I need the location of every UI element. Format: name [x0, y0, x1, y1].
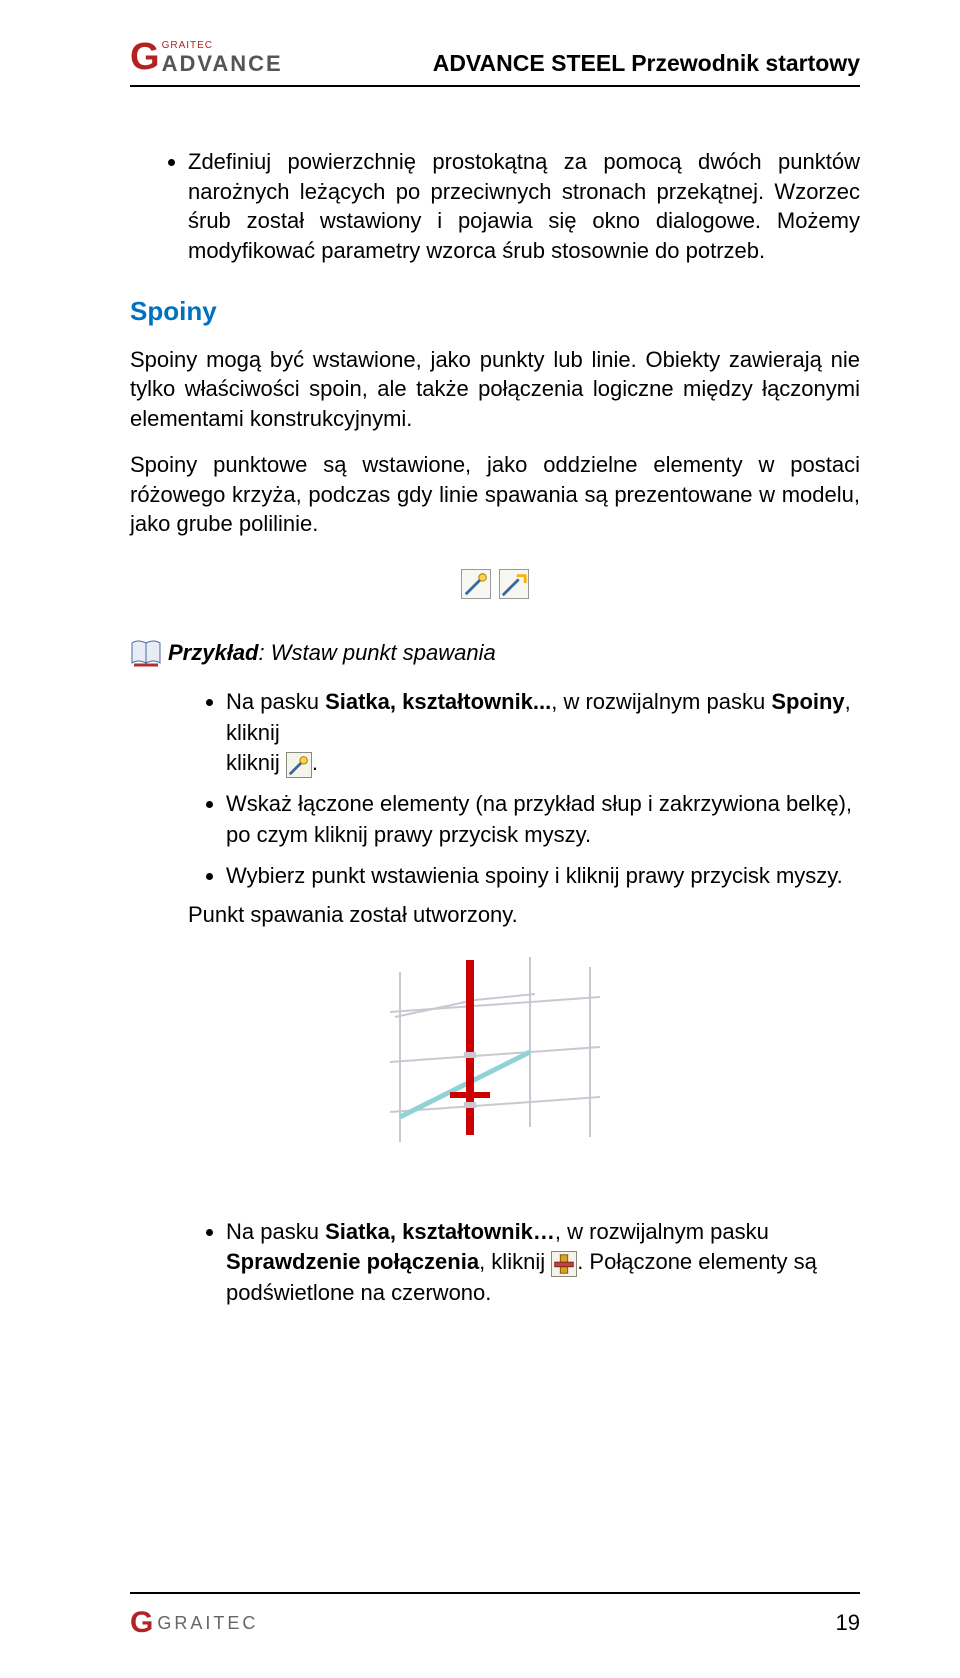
structure-diagram: [130, 952, 860, 1157]
footer-logo: G GRAITEC: [130, 1606, 258, 1640]
example-bullet-1: Na pasku Siatka, kształtownik..., w rozw…: [226, 687, 860, 779]
brand-logo: G GRAITEC ADVANCE: [130, 40, 283, 77]
toolbar-icons: [130, 569, 860, 603]
footer-graitec: GRAITEC: [157, 1613, 258, 1634]
intro-bullet: Zdefiniuj powierzchnię prostokątną za po…: [188, 147, 860, 266]
section-para-2: Spoiny punktowe są wstawione, jako oddzi…: [130, 450, 860, 539]
logo-graitec: GRAITEC: [162, 40, 283, 51]
weld-line-icon: [499, 569, 529, 599]
logo-advance: ADVANCE: [162, 51, 283, 77]
example-label: Przykład: Wstaw punkt spawania: [168, 640, 496, 666]
page-number: 19: [836, 1610, 860, 1636]
section-heading: Spoiny: [130, 296, 860, 327]
example-bullet-3: Wybierz punkt wstawienia spoiny i klikni…: [226, 861, 860, 892]
example-result: Punkt spawania został utworzony.: [130, 902, 860, 928]
page-header: G GRAITEC ADVANCE ADVANCE STEEL Przewodn…: [130, 40, 860, 77]
weld-insert-icon: [286, 752, 312, 778]
section-para-1: Spoiny mogą być wstawione, jako punkty l…: [130, 345, 860, 434]
example-prefix: Przykład: [168, 640, 259, 665]
header-title: ADVANCE STEEL Przewodnik startowy: [433, 50, 860, 77]
header-rule: [130, 85, 860, 87]
intro-bullet-list: Zdefiniuj powierzchnię prostokątną za po…: [130, 147, 860, 266]
footer-rule: [130, 1592, 860, 1594]
check-connection-icon: [551, 1251, 577, 1277]
example-bullet-2: Wskaż łączone elementy (na przykład słup…: [226, 789, 860, 851]
example-heading: Przykład: Wstaw punkt spawania: [130, 639, 860, 667]
weld-point-icon: [461, 569, 491, 599]
example-bullet-list: Na pasku Siatka, kształtownik..., w rozw…: [130, 687, 860, 892]
footer-bullet-list: Na pasku Siatka, kształtownik…, w rozwij…: [130, 1217, 860, 1309]
logo-text: GRAITEC ADVANCE: [162, 40, 283, 77]
footer-bullet: Na pasku Siatka, kształtownik…, w rozwij…: [226, 1217, 860, 1309]
logo-g-glyph: G: [130, 40, 160, 74]
book-icon: [130, 639, 162, 667]
footer-g-glyph: G: [130, 1606, 153, 1640]
example-rest: : Wstaw punkt spawania: [259, 640, 496, 665]
